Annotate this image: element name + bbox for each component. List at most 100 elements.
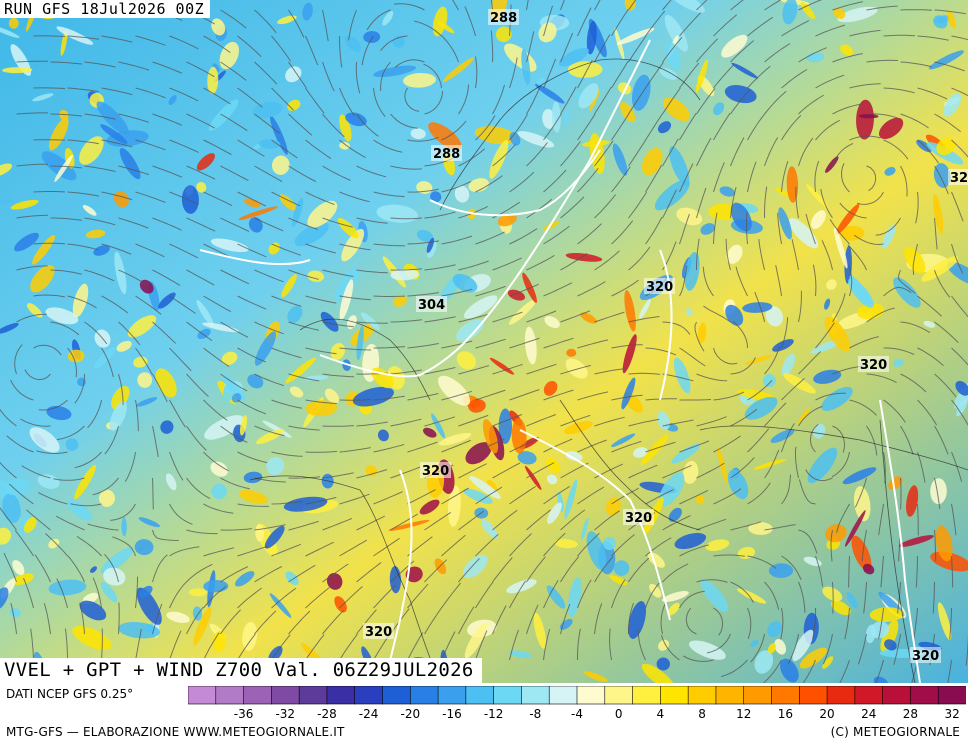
streamline: [696, 462, 725, 479]
vvel-patch: [800, 1, 816, 20]
streamline: [237, 139, 265, 157]
streamline: [730, 40, 755, 63]
streamline: [730, 581, 754, 603]
streamline: [660, 603, 666, 635]
vvel-patch: [254, 331, 277, 366]
streamline: [390, 319, 422, 323]
streamline: [951, 399, 968, 426]
streamline: [832, 581, 834, 614]
streamline: [203, 585, 227, 609]
streamline: [135, 139, 166, 151]
vvel-patch: [774, 187, 793, 198]
vvel-patch: [697, 322, 707, 344]
streamline: [67, 87, 99, 93]
vvel-patch: [305, 400, 338, 417]
streamline: [696, 187, 707, 219]
wind-streamlines: [0, 0, 968, 683]
streamline: [373, 191, 405, 198]
streamline: [305, 139, 332, 160]
vvel-patch: [197, 328, 211, 340]
vvel-patch: [100, 581, 118, 603]
vvel-patch: [193, 606, 212, 646]
vvel-patch: [480, 519, 498, 539]
vvel-patch: [654, 179, 690, 211]
streamline: [118, 373, 124, 406]
vvel-patch: [438, 432, 472, 446]
streamline: [609, 628, 612, 661]
streamline: [662, 321, 691, 335]
streamline: [237, 633, 256, 661]
streamline: [288, 113, 313, 136]
streamline: [424, 607, 443, 635]
vvel-patch: [438, 375, 471, 406]
vvel-patch: [613, 560, 630, 576]
vvel-patch: [822, 656, 834, 669]
streamline: [560, 462, 589, 479]
streamline: [735, 266, 748, 297]
streamline: [917, 451, 926, 483]
streamline: [288, 61, 307, 89]
streamline: [747, 428, 770, 453]
streamline: [390, 217, 423, 220]
contour-label-bg: [858, 356, 889, 372]
streamline: [815, 24, 846, 37]
vvel-patch: [133, 356, 148, 368]
vvel-patch: [611, 433, 636, 448]
streamline: [169, 451, 184, 481]
streamline: [8, 483, 34, 505]
vvel-patch: [840, 225, 865, 241]
vvel-patch: [258, 139, 281, 149]
streamline: [373, 584, 396, 609]
streamline: [713, 112, 731, 141]
legend-swatch: [826, 686, 856, 705]
streamline: [730, 357, 756, 375]
streamline: [475, 338, 506, 349]
streamline: [45, 533, 68, 557]
streamline: [611, 534, 635, 557]
streamline: [577, 486, 605, 505]
streamline: [696, 518, 727, 531]
streamline: [220, 269, 250, 285]
vvel-patch: [509, 132, 521, 146]
streamline: [713, 607, 724, 636]
vvel-patch: [393, 295, 407, 307]
streamline: [849, 135, 881, 141]
elaboration-label: MTG-GFS — ELABORAZIONE WWW.METEOGIORNALE…: [6, 725, 345, 739]
streamline: [254, 61, 278, 85]
streamline: [821, 240, 833, 271]
streamline: [543, 225, 570, 245]
streamline: [696, 579, 728, 583]
streamline: [84, 113, 116, 120]
streamline: [832, 103, 863, 115]
streamline: [186, 529, 218, 535]
vvel-patch: [373, 65, 417, 78]
streamline: [322, 563, 349, 583]
vvel-patch: [753, 458, 787, 470]
vvel-patch: [94, 347, 116, 369]
streamline: [53, 477, 85, 481]
streamline: [322, 610, 344, 635]
vvel-patch: [356, 325, 364, 361]
streamline: [414, 20, 442, 37]
streamline: [237, 35, 262, 58]
legend-swatch: [854, 686, 884, 705]
vvel-patch: [29, 427, 60, 453]
streamline: [14, 344, 23, 375]
legend-swatch: [437, 686, 467, 705]
vvel-patch: [667, 602, 680, 616]
vvel-patch: [390, 268, 419, 281]
contour-label-bg: [644, 278, 675, 294]
streamline: [526, 85, 542, 115]
copyright-label: (C) METEOGIORNALE: [830, 725, 960, 739]
contour-label: 32: [950, 171, 968, 186]
streamline: [339, 191, 370, 203]
contour-label-bg: [623, 509, 654, 525]
vvel-patch: [416, 229, 434, 242]
vvel-patch: [302, 2, 313, 21]
vvel-patch: [495, 26, 512, 43]
vvel-patch: [287, 99, 301, 111]
streamline: [679, 213, 690, 245]
streamline: [764, 524, 796, 531]
vvel-patch: [192, 606, 203, 621]
vvel-patch: [243, 198, 261, 208]
